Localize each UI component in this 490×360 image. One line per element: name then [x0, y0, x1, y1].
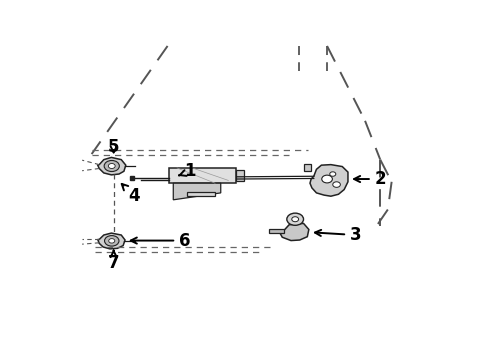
Circle shape — [287, 213, 303, 225]
Circle shape — [104, 161, 120, 172]
Circle shape — [104, 235, 119, 246]
Bar — [170, 168, 236, 183]
Circle shape — [330, 172, 336, 176]
Polygon shape — [98, 157, 126, 175]
Text: 3: 3 — [315, 226, 362, 244]
Bar — [236, 170, 245, 181]
Circle shape — [333, 182, 341, 187]
Polygon shape — [98, 233, 125, 249]
Text: 5: 5 — [108, 138, 120, 156]
Text: 1: 1 — [179, 162, 196, 180]
Text: 6: 6 — [131, 231, 191, 249]
Circle shape — [108, 163, 115, 168]
Circle shape — [292, 217, 298, 222]
Text: 7: 7 — [108, 251, 120, 272]
Bar — [187, 192, 215, 196]
Bar — [270, 229, 284, 233]
Circle shape — [109, 239, 115, 243]
Circle shape — [322, 175, 332, 183]
Polygon shape — [310, 165, 348, 196]
Bar — [304, 163, 311, 171]
Text: 2: 2 — [354, 170, 386, 188]
Polygon shape — [173, 183, 220, 200]
Text: 4: 4 — [122, 184, 140, 205]
Polygon shape — [280, 223, 309, 240]
